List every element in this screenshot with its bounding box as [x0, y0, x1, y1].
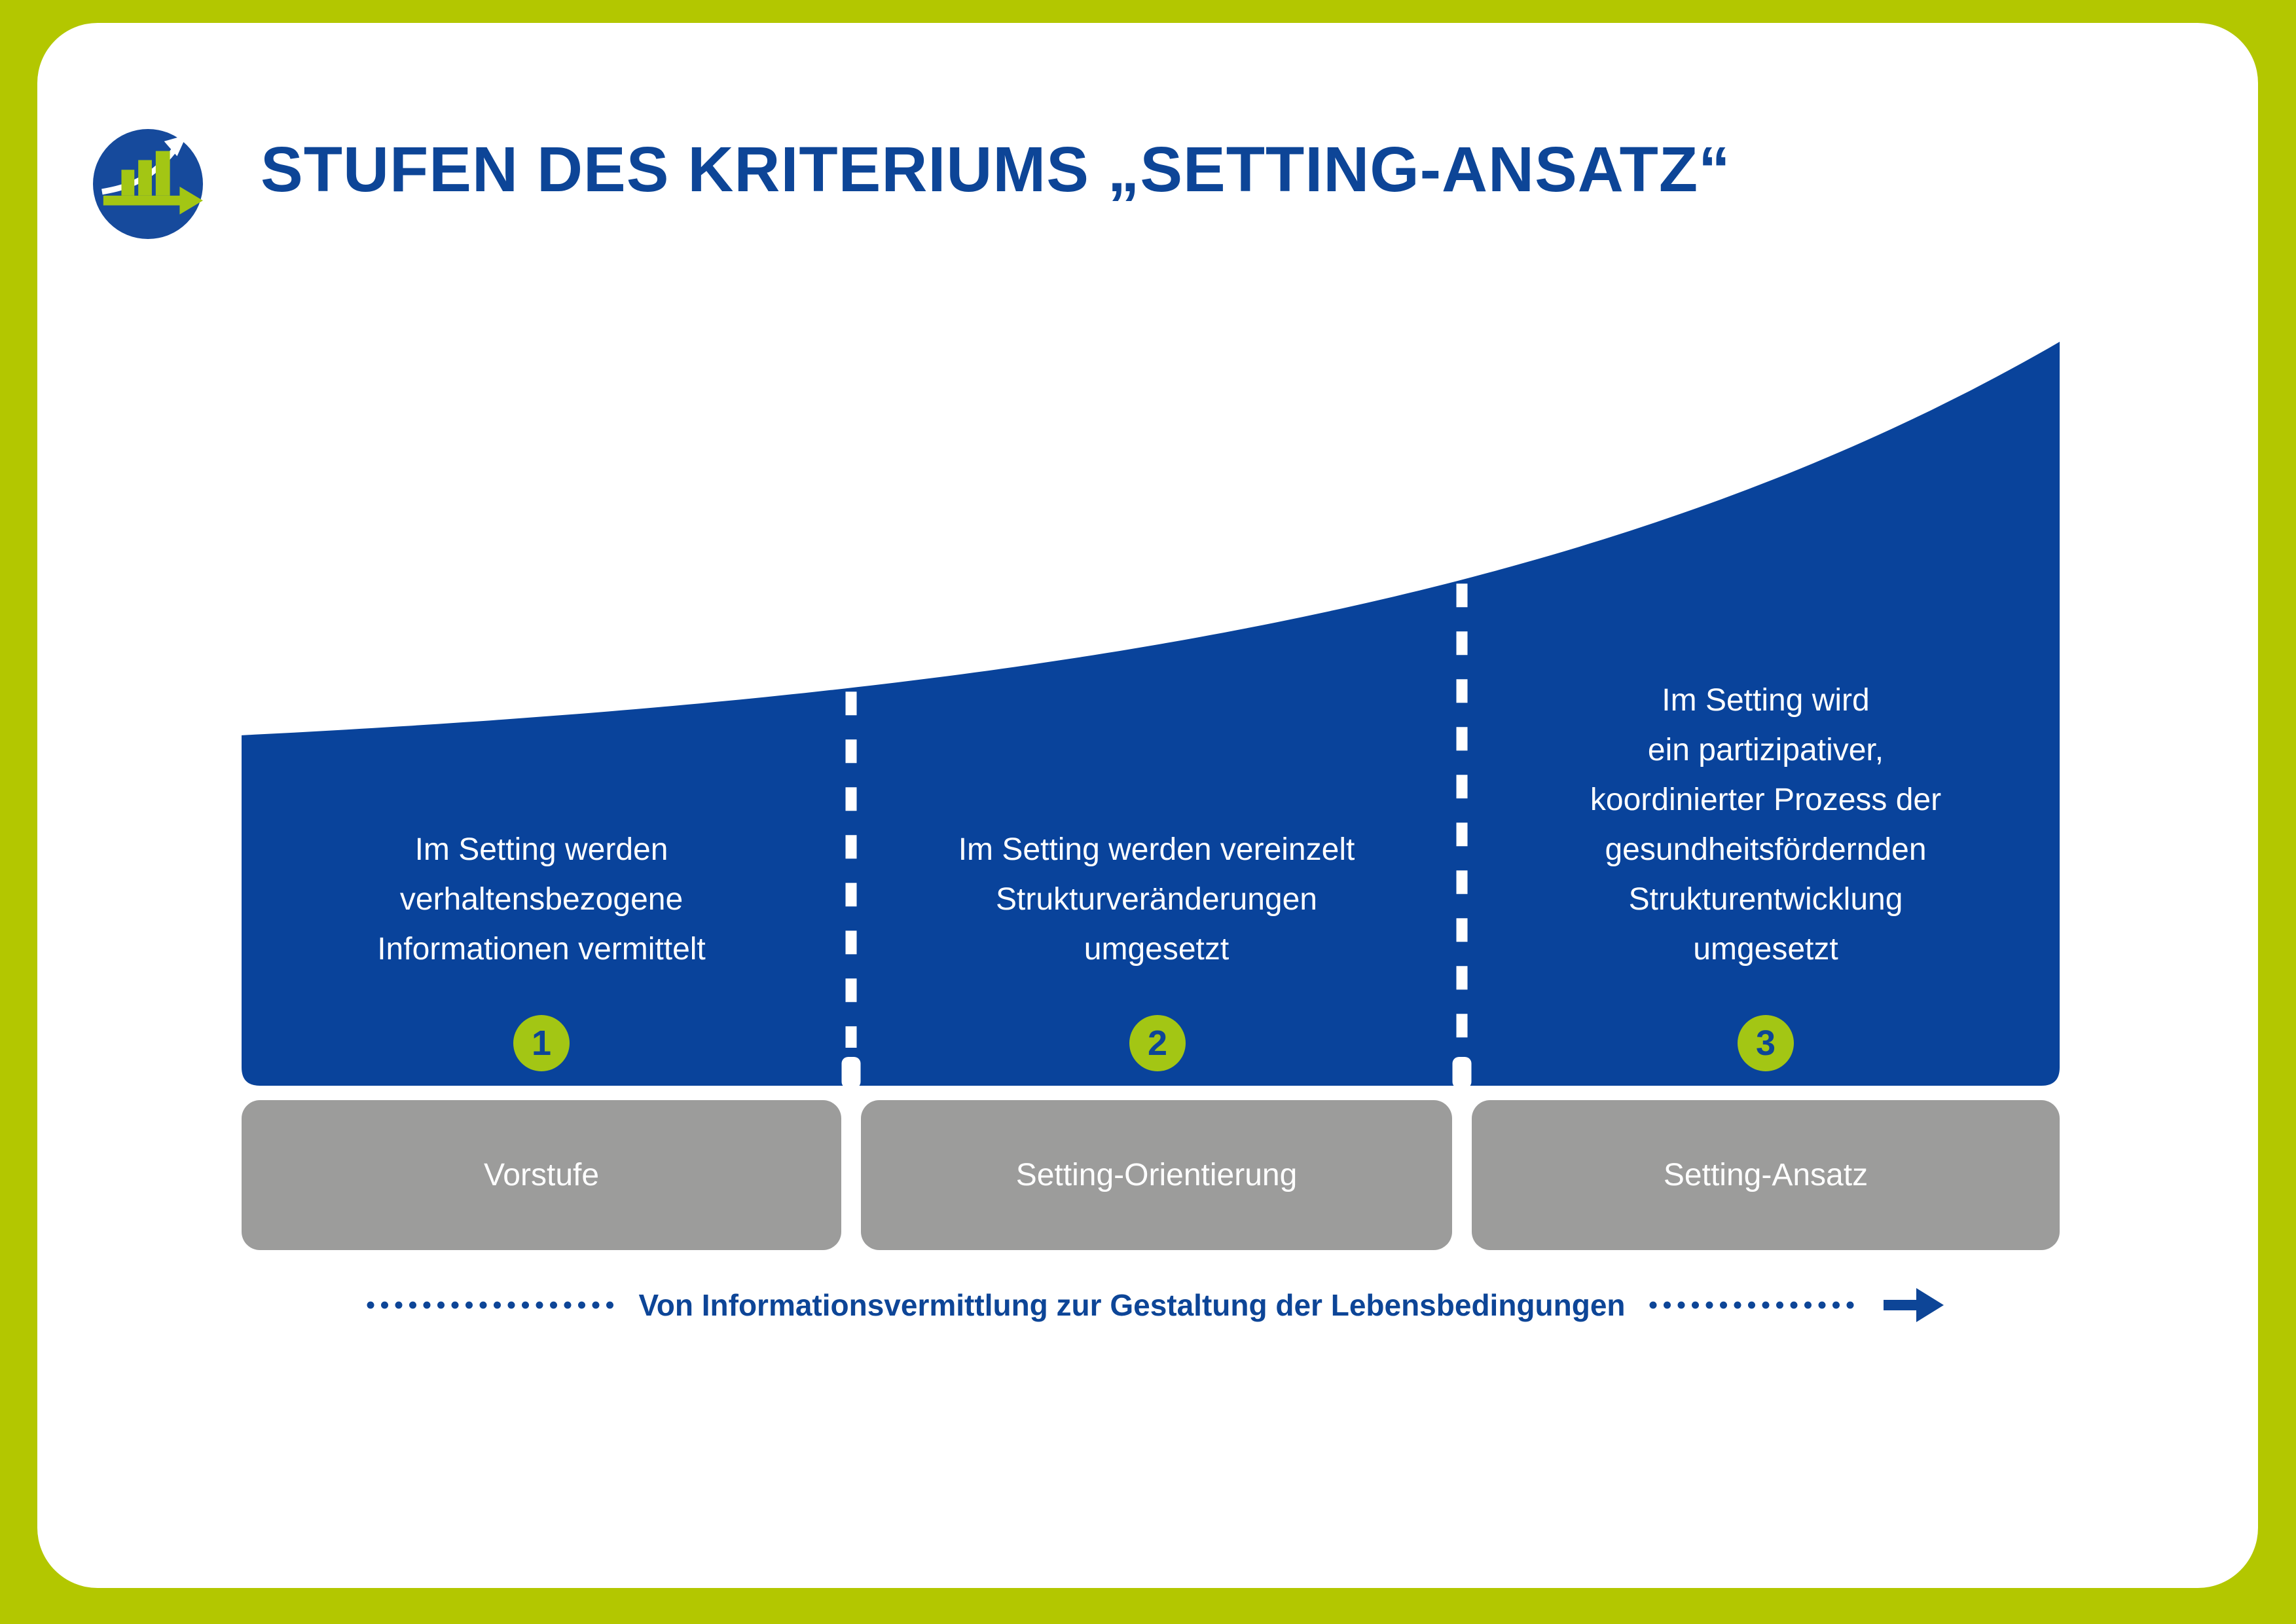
logo-baseline-arrowhead-icon	[179, 186, 203, 215]
stage-label-text: Setting-Orientierung	[1015, 1158, 1298, 1192]
section-2-description: Im Setting werden vereinzelt Strukturver…	[861, 825, 1452, 974]
step-2-number: 2	[1147, 1024, 1168, 1063]
section-3-line: ein partizipativer,	[1647, 733, 1884, 767]
section-3-line: Strukturentwicklung	[1628, 882, 1903, 917]
stage-label-setting-orientierung: Setting-Orientierung	[861, 1100, 1452, 1250]
stage-label-text: Setting-Ansatz	[1663, 1158, 1868, 1192]
step-3-badge: 3	[1738, 1015, 1794, 1071]
section-3-description: Im Setting wird ein partizipativer, koor…	[1472, 676, 2060, 974]
section-3-line: umgesetzt	[1693, 932, 1838, 967]
dotted-line-left	[367, 1301, 615, 1309]
stage-label-vorstufe: Vorstufe	[242, 1100, 841, 1250]
section-1-description: Im Setting werden verhaltensbezogene Inf…	[242, 825, 841, 974]
section-1-line: verhaltensbezogene	[399, 882, 683, 917]
logo-baseline-arrow-shaft	[103, 195, 181, 206]
step-1-badge: 1	[513, 1015, 570, 1071]
logo-bar-medium	[138, 160, 152, 196]
stage-label-setting-ansatz: Setting-Ansatz	[1472, 1100, 2060, 1250]
right-arrow-icon	[1883, 1288, 1944, 1322]
step-1-number: 1	[531, 1024, 552, 1063]
section-2-line: Strukturveränderungen	[996, 882, 1317, 917]
progress-note: Von Informationsvermittlung zur Gestaltu…	[638, 1288, 1626, 1322]
logo-trend-arrowhead-icon	[164, 134, 187, 157]
page-title: STUFEN DES KRITERIUMS „SETTING-ANSATZ“	[261, 134, 1731, 205]
logo-bar-small	[121, 170, 135, 196]
section-3-line: gesundheitsfördernden	[1605, 832, 1927, 867]
section-3-line: Im Setting wird	[1662, 683, 1870, 718]
dotted-line-right	[1649, 1301, 1858, 1309]
section-2-line: Im Setting werden vereinzelt	[958, 832, 1355, 867]
section-1-line: Informationen vermittelt	[377, 932, 706, 967]
stage-label-text: Vorstufe	[483, 1158, 600, 1192]
section-3-line: koordinierter Prozess der	[1590, 783, 1942, 817]
section-1-line: Im Setting werden	[414, 832, 668, 867]
step-3-number: 3	[1755, 1024, 1776, 1063]
step-2-badge: 2	[1129, 1015, 1186, 1071]
logo-bar-tall	[155, 151, 170, 196]
progress-axis: Von Informationsvermittlung zur Gestaltu…	[295, 1278, 2016, 1332]
growth-chart-logo	[93, 129, 203, 239]
section-2-line: umgesetzt	[1084, 932, 1230, 967]
